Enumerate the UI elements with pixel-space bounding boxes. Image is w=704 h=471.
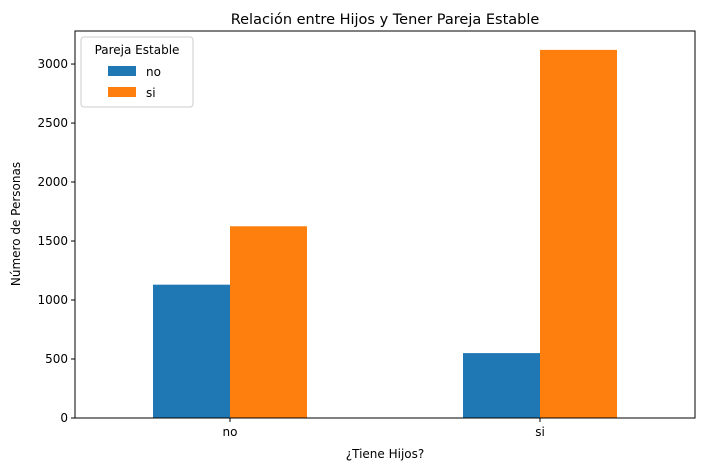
plot-area: 0 500 1000 1500 2000 2500 3000 no si bbox=[37, 30, 696, 439]
x-axis-label: ¿Tiene Hijos? bbox=[346, 447, 425, 461]
y-tick-label: 1500 bbox=[37, 234, 68, 248]
y-tick-label: 500 bbox=[45, 352, 68, 366]
y-tick-label: 3000 bbox=[37, 57, 68, 71]
legend-title: Pareja Estable bbox=[95, 43, 180, 57]
x-tick-label: no bbox=[223, 425, 238, 439]
chart-title: Relación entre Hijos y Tener Pareja Esta… bbox=[231, 12, 540, 28]
legend: Pareja Estable no si bbox=[80, 36, 194, 108]
legend-swatch-no bbox=[108, 66, 136, 76]
legend-label-no: no bbox=[146, 65, 161, 79]
y-tick-label: 2500 bbox=[37, 116, 68, 130]
bar-no-no bbox=[153, 284, 230, 418]
y-axis-label: Número de Personas bbox=[9, 162, 23, 286]
bar-si-si bbox=[540, 49, 617, 418]
legend-label-si: si bbox=[146, 86, 156, 100]
bars-group bbox=[153, 49, 617, 418]
y-axis-ticks: 0 500 1000 1500 2000 2500 3000 bbox=[37, 57, 75, 425]
y-tick-label: 2000 bbox=[37, 175, 68, 189]
y-tick-label: 1000 bbox=[37, 293, 68, 307]
legend-swatch-si bbox=[108, 87, 136, 97]
bar-si-no bbox=[463, 353, 540, 418]
x-axis-ticks: no si bbox=[223, 418, 545, 439]
y-tick-label: 0 bbox=[60, 411, 68, 425]
axes-frame bbox=[74, 30, 696, 419]
bar-no-si bbox=[230, 226, 307, 418]
x-tick-label: si bbox=[535, 425, 545, 439]
